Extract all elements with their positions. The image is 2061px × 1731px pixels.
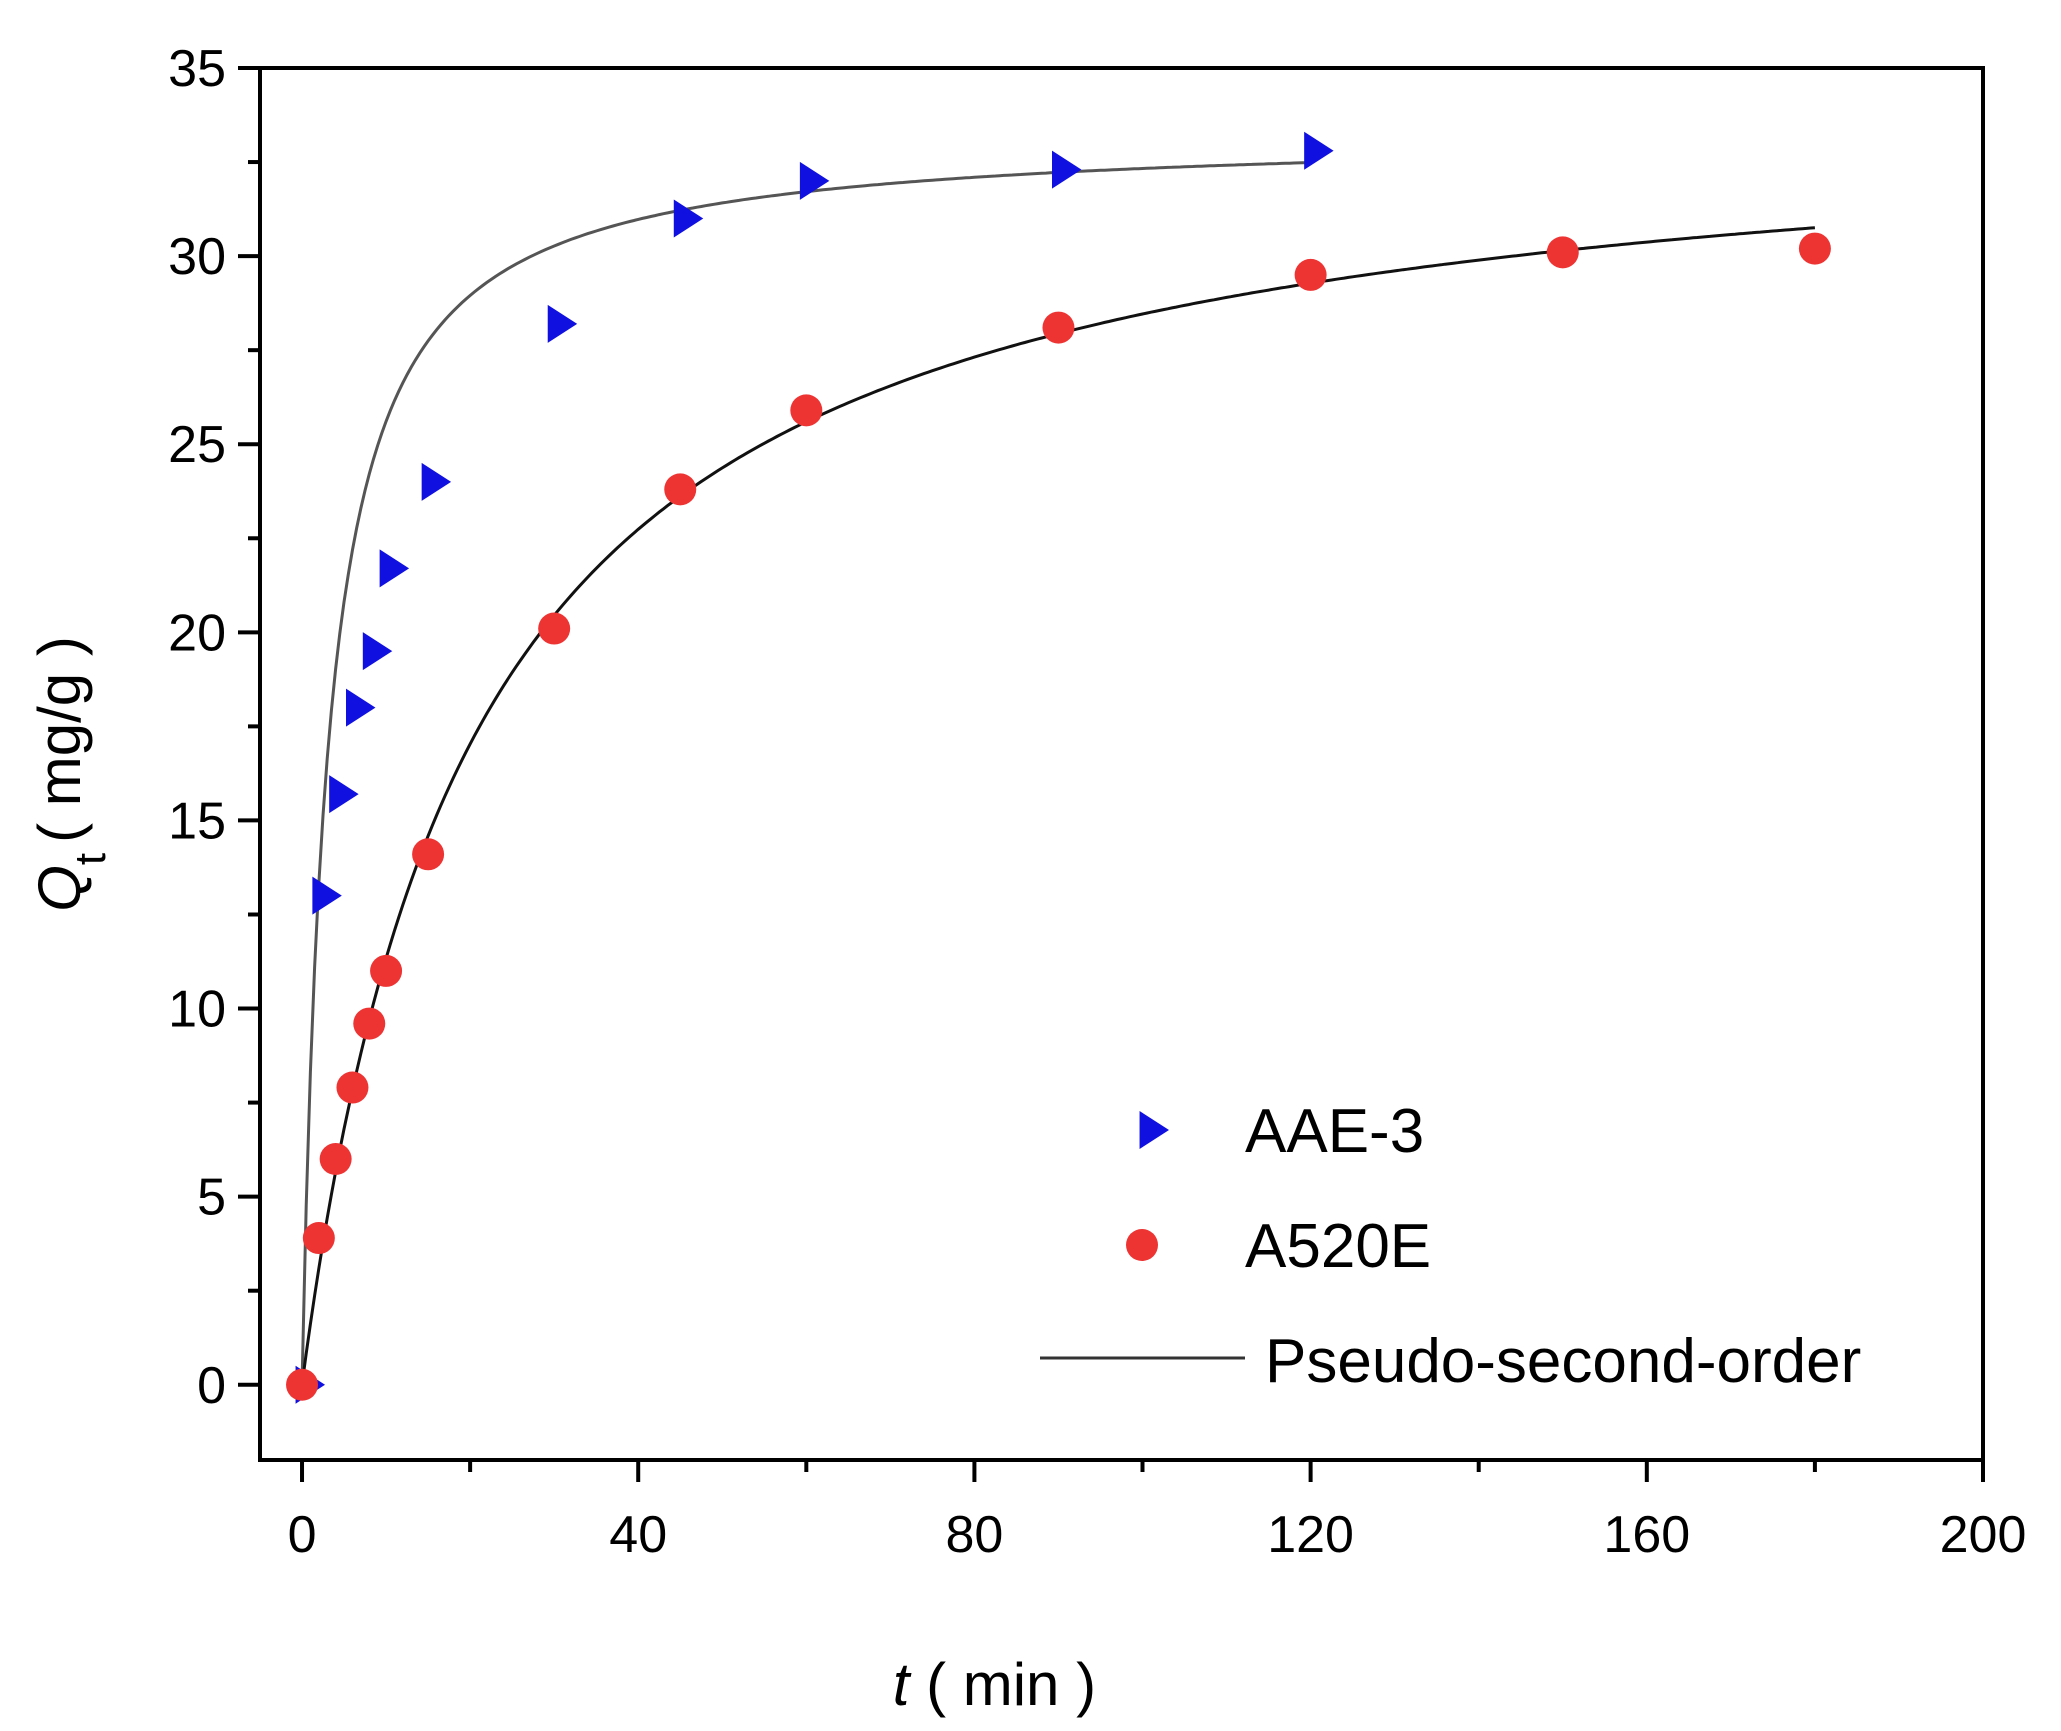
x-axis-variable: t bbox=[893, 1651, 926, 1718]
point-aae-3 bbox=[346, 688, 376, 727]
y-tick-label: 15 bbox=[168, 792, 226, 850]
legend-label: AAE-3 bbox=[1245, 1097, 1424, 1166]
point-a520e bbox=[302, 1222, 335, 1255]
point-a520e bbox=[664, 473, 697, 506]
y-axis-unit: ( mg/g ) bbox=[26, 636, 93, 843]
point-aae-3 bbox=[421, 462, 452, 501]
point-aae-3 bbox=[379, 549, 410, 588]
y-axis-variable: Q bbox=[26, 865, 93, 912]
point-aae-3 bbox=[362, 632, 393, 671]
y-axis-title: Qt ( mg/g ) bbox=[26, 636, 115, 912]
point-aae-3 bbox=[1052, 150, 1082, 189]
x-tick-label: 40 bbox=[609, 1506, 667, 1564]
y-tick-label: 25 bbox=[168, 416, 226, 474]
legend-label: Pseudo-second-order bbox=[1265, 1327, 1861, 1396]
point-aae-3 bbox=[547, 304, 578, 343]
point-a520e bbox=[336, 1071, 369, 1104]
x-tick-label: 160 bbox=[1603, 1506, 1690, 1564]
point-a520e bbox=[1294, 258, 1327, 291]
y-tick-label: 20 bbox=[168, 604, 226, 662]
point-a520e bbox=[538, 612, 571, 645]
legend: AAE-3 A520E Pseudo-second-order bbox=[1040, 1097, 1861, 1396]
point-a520e bbox=[790, 394, 823, 427]
plot-area bbox=[286, 131, 1831, 1404]
point-aae-3 bbox=[312, 876, 342, 915]
point-a520e bbox=[1798, 232, 1831, 265]
point-a520e bbox=[1042, 311, 1075, 344]
y-tick-label: 30 bbox=[168, 228, 226, 286]
y-tick-label: 5 bbox=[197, 1169, 226, 1227]
plot-frame bbox=[258, 66, 1985, 1462]
y-tick-label: 35 bbox=[168, 40, 226, 98]
y-axis-subscript: t bbox=[66, 853, 115, 865]
x-tick-label: 80 bbox=[945, 1506, 1003, 1564]
x-axis-unit: ( min ) bbox=[926, 1651, 1096, 1718]
point-aae-3 bbox=[1304, 131, 1334, 170]
legend-marker-aae-3 bbox=[1139, 1111, 1169, 1149]
x-axis-title: t ( min ) bbox=[893, 1651, 1096, 1718]
y-tick-label: 0 bbox=[197, 1357, 226, 1415]
point-a520e bbox=[370, 954, 403, 987]
point-a520e bbox=[319, 1143, 352, 1176]
x-tick-label: 120 bbox=[1267, 1506, 1354, 1564]
x-tick-label: 0 bbox=[288, 1506, 317, 1564]
x-tick-label: 200 bbox=[1940, 1506, 2027, 1564]
legend-marker-a520e bbox=[1126, 1229, 1158, 1261]
point-aae-3 bbox=[799, 161, 830, 200]
point-aae-3 bbox=[673, 199, 704, 238]
legend-label: A520E bbox=[1245, 1212, 1431, 1281]
point-a520e bbox=[1546, 236, 1579, 269]
y-tick-label: 10 bbox=[168, 981, 226, 1039]
point-a520e bbox=[412, 838, 445, 871]
point-aae-3 bbox=[329, 775, 359, 814]
point-a520e bbox=[353, 1007, 386, 1040]
point-a520e bbox=[286, 1368, 319, 1401]
